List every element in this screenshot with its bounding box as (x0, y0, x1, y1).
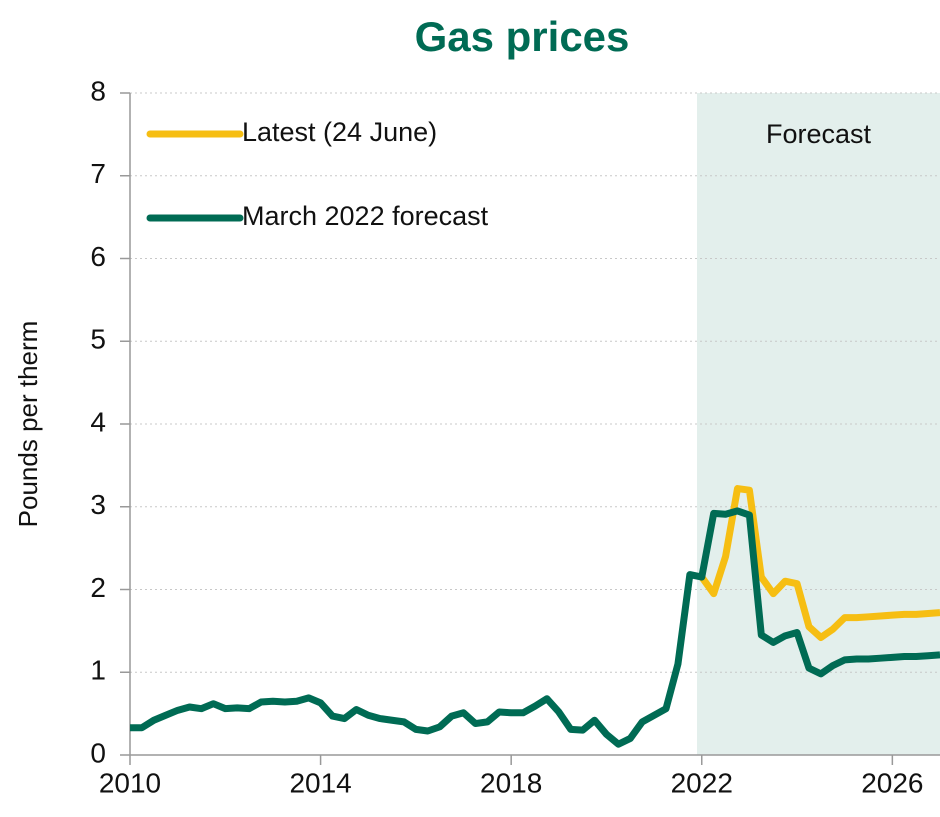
forecast-region (697, 93, 940, 755)
legend-label: Latest (24 June) (242, 117, 437, 147)
chart-title: Gas prices (415, 13, 630, 60)
y-tick-label: 1 (90, 655, 106, 686)
series-line (130, 507, 940, 748)
x-tick-label: 2010 (99, 767, 161, 798)
y-tick-label: 5 (90, 324, 106, 355)
series-line (698, 485, 940, 641)
y-tick-label: 3 (90, 489, 106, 520)
forecast-label: Forecast (766, 119, 872, 149)
legend-label: March 2022 forecast (242, 201, 489, 231)
y-tick-label: 2 (90, 572, 106, 603)
y-axis-label: Pounds per therm (13, 321, 43, 528)
x-tick-label: 2018 (480, 767, 542, 798)
y-tick-label: 7 (90, 158, 106, 189)
x-tick-label: 2014 (289, 767, 351, 798)
x-tick-label: 2022 (671, 767, 733, 798)
y-tick-label: 0 (90, 737, 106, 768)
y-tick-label: 8 (90, 75, 106, 106)
y-tick-label: 4 (90, 406, 106, 437)
x-tick-label: 2026 (861, 767, 923, 798)
y-tick-label: 6 (90, 241, 106, 272)
